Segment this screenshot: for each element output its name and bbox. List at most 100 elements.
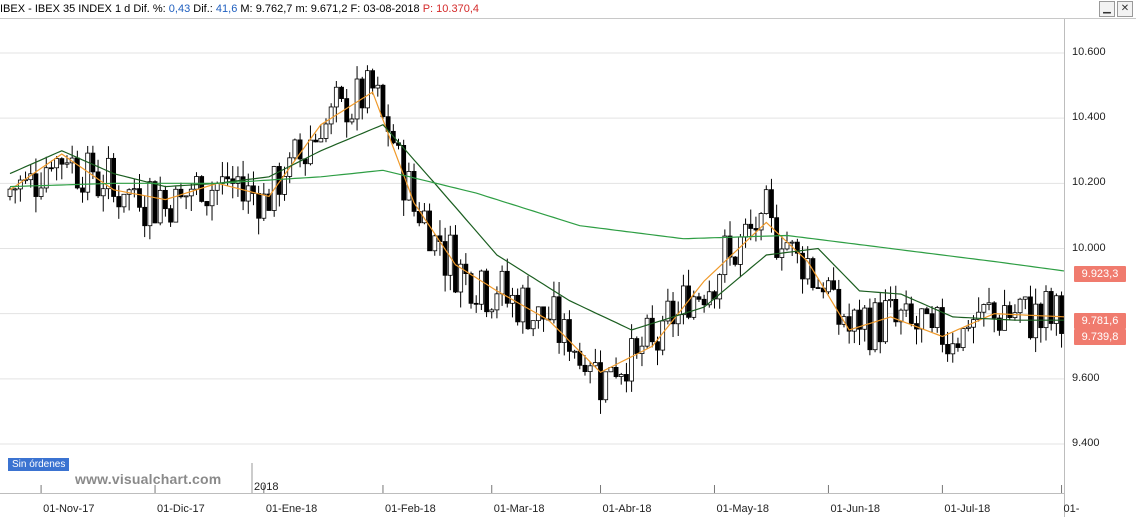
candle-up xyxy=(592,362,598,367)
candle-up xyxy=(722,235,728,276)
price-chart[interactable] xyxy=(0,19,1075,493)
candle-up xyxy=(872,302,878,351)
price-value: 10.370,4 xyxy=(436,3,479,15)
chart-plot-area[interactable] xyxy=(0,19,1075,493)
candle-up xyxy=(308,139,313,165)
candle-up xyxy=(214,183,220,191)
candle-up xyxy=(603,371,609,401)
candle-up xyxy=(737,236,743,265)
candle-down xyxy=(955,343,961,348)
candle-up xyxy=(1053,295,1059,324)
ma-fast-line xyxy=(9,91,1067,374)
candle-down xyxy=(168,208,173,223)
candle-down xyxy=(339,86,344,99)
candle-down xyxy=(991,302,997,319)
candle-down xyxy=(846,316,852,332)
candle-down xyxy=(556,296,562,343)
price-label: P: xyxy=(422,3,434,15)
dif-pct-label: Dif. %: xyxy=(133,3,166,15)
candle-up xyxy=(706,291,712,306)
candle-down xyxy=(266,193,272,211)
candle-up xyxy=(478,270,484,305)
candle-down xyxy=(142,206,148,227)
candle-up xyxy=(147,181,153,227)
minimize-icon[interactable]: ▁ xyxy=(1099,1,1115,17)
candle-down xyxy=(442,241,448,276)
candle-down xyxy=(427,210,432,252)
candle-up xyxy=(826,280,831,293)
close-icon[interactable]: ✕ xyxy=(1117,1,1133,17)
candle-up xyxy=(629,338,634,382)
candle-down xyxy=(727,235,733,258)
ma-mid-line xyxy=(9,123,1067,331)
candle-up xyxy=(406,171,412,201)
dif-value: 41,6 xyxy=(215,3,238,15)
candle-up xyxy=(551,296,557,321)
ma-slow-line xyxy=(9,169,1067,272)
candle-down xyxy=(359,78,365,109)
candle-down xyxy=(701,298,707,306)
candle-up xyxy=(421,210,427,224)
price-tick-label: 10.000 xyxy=(1072,241,1106,254)
candle-down xyxy=(857,309,862,330)
candle-up xyxy=(1043,291,1049,329)
candle-down xyxy=(473,302,479,305)
candle-down xyxy=(49,167,54,170)
date-label: F: xyxy=(350,3,361,15)
candle-up xyxy=(805,258,811,280)
dif-label: Dif.: xyxy=(193,3,213,15)
date-tick-label: 01-May-18 xyxy=(716,503,770,515)
instrument-name: IBEX 35 INDEX xyxy=(34,3,112,15)
candle-up xyxy=(282,176,287,195)
candle-down xyxy=(582,364,588,372)
candle-up xyxy=(261,193,267,219)
candle-down xyxy=(463,263,469,275)
candle-down xyxy=(90,152,96,173)
candle-down xyxy=(908,303,914,324)
candle-up xyxy=(106,157,111,190)
price-tag-label: 9.781,6 xyxy=(1081,315,1119,327)
candle-down xyxy=(748,223,754,229)
candle-up xyxy=(183,195,189,198)
candle-up xyxy=(883,300,888,343)
candle-up xyxy=(561,319,567,343)
price-tick-label: 10.200 xyxy=(1072,176,1106,189)
min-label: m: xyxy=(295,3,308,15)
candle-up xyxy=(318,138,324,143)
candle-down xyxy=(634,338,640,354)
candle-down xyxy=(831,280,837,290)
candle-down xyxy=(769,189,774,219)
date-tick-label: 01-Feb-18 xyxy=(384,503,436,515)
candle-down xyxy=(867,307,873,351)
candle-up xyxy=(12,188,18,191)
candle-up xyxy=(489,309,495,313)
period-label: 1 d xyxy=(114,3,131,15)
candle-up xyxy=(903,303,909,311)
candle-up xyxy=(618,374,624,377)
candle-up xyxy=(976,311,982,320)
candle-down xyxy=(567,319,572,352)
candle-up xyxy=(763,189,769,214)
candle-down xyxy=(297,139,303,160)
date-axis[interactable] xyxy=(0,493,1064,518)
candle-up xyxy=(1002,305,1007,331)
candle-down xyxy=(815,287,821,289)
candle-down xyxy=(380,84,386,118)
candle-down xyxy=(504,270,510,304)
candle-up xyxy=(100,188,106,197)
candle-down xyxy=(541,306,546,320)
price-tag-ma-slow: 9.923,3 xyxy=(1074,266,1126,282)
candle-up xyxy=(530,320,536,330)
candle-down xyxy=(945,344,950,355)
candle-up xyxy=(1033,303,1039,339)
orders-status-badge[interactable]: Sin órdenes xyxy=(8,458,70,471)
candle-up xyxy=(328,106,334,125)
candle-down xyxy=(484,270,489,313)
candle-up xyxy=(1017,298,1023,314)
candle-up xyxy=(934,307,940,329)
dif-pct-value: 0,43 xyxy=(168,3,191,15)
candle-up xyxy=(691,296,697,318)
candle-down xyxy=(370,70,376,89)
candle-down xyxy=(515,294,521,323)
date-tick-label: 01-Jun-18 xyxy=(830,503,880,515)
